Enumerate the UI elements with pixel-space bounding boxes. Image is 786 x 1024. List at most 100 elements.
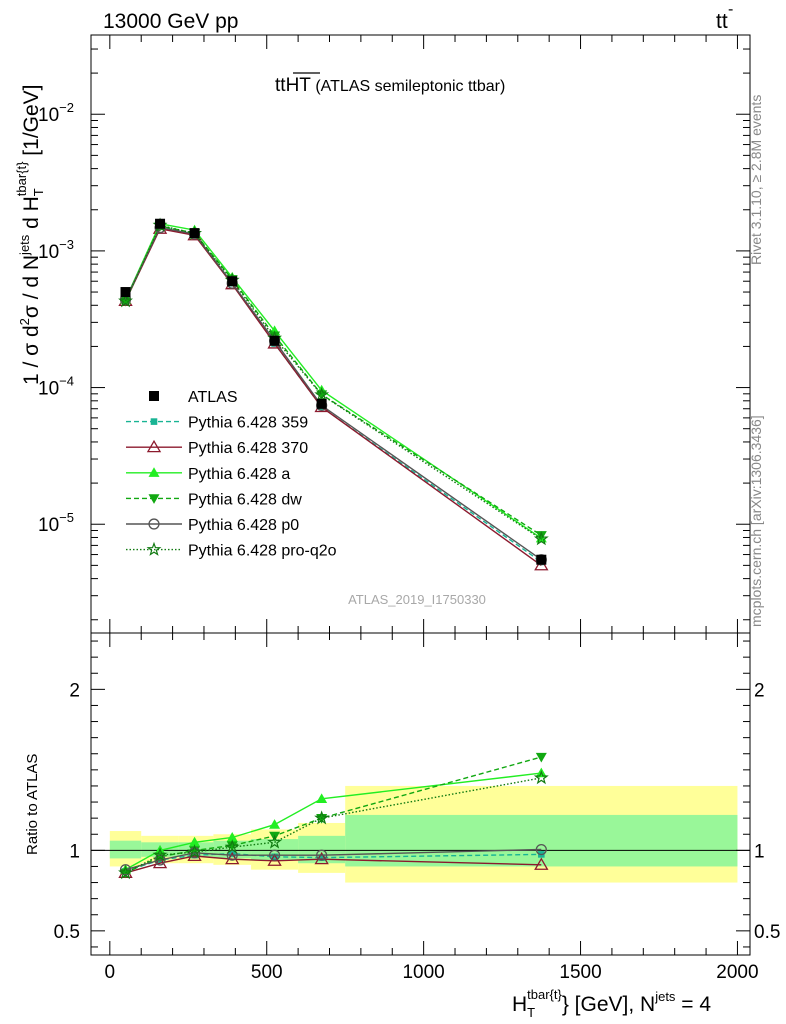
ratio-plot-frame [90,632,751,956]
tick-base: 10 [38,379,59,400]
ratio-y-tick-label: 2 [69,680,80,701]
x-tick-label: 0 [105,962,116,983]
legend-label: Pythia 6.428 p0 [188,517,299,534]
xlabel-a-sub: T [527,1005,535,1020]
ratio-series-point [267,853,282,866]
ylabel-a-sup: 2 [17,318,32,325]
tick-base: 10 [38,242,59,263]
legend-label: ATLAS [188,389,238,406]
main-y-tick-label: 10−5 [38,510,74,536]
ylabel-d: [1/GeV] [20,84,43,161]
x-tick-label: 2000 [716,962,758,983]
ratio-series-point [533,770,549,785]
legend-label: Pythia 6.428 pro-q2o [188,543,337,560]
legend-label: Pythia 6.428 a [188,466,290,483]
main-series [118,217,549,571]
ratio-y-tick-label-right: 2 [754,680,765,701]
ratio-series-point [187,844,203,859]
tick-base: 10 [38,105,59,126]
ratio-series-point [271,853,278,861]
xlabel-a-sup: tbar{t} [527,987,562,1002]
legend-marker [148,518,160,530]
main-y-axis-label: 1 / σ d2σ / d Njets d HTtbar{t} [1/GeV] [14,84,46,385]
legend-marker [150,418,158,425]
ratio-series [118,752,549,880]
ratio-series-point [224,839,240,854]
atlas-data-point [120,287,131,298]
header-right: tt [716,10,728,33]
ratio-series-point [188,847,201,859]
x-tick-label: 1000 [402,962,444,983]
legend-marker [148,467,160,477]
ratio-series-point [226,841,238,852]
ratio-series-point [316,849,328,861]
tick-base: 10 [38,515,59,536]
legend-marker-atlas [149,391,159,401]
ratio-series-point [189,836,201,847]
ylabel-b: σ / d N [20,255,43,318]
ylabel-b-sup: jets [17,234,32,256]
rivet-version-text: Rivet 3.1.10, ≥ 2.8M events [748,95,764,265]
plot-title: ttHT (ATLAS semileptonic ttbar) [275,75,505,96]
analysis-watermark: ATLAS_2019_I1750330 [348,592,486,607]
atlas-data-point [316,398,327,409]
main-y-tick-label: 10−2 [38,100,74,126]
tick-exponent: −4 [59,374,74,389]
ratio-series-point [535,752,547,763]
main-series-line [124,225,542,536]
ratio-series-point [314,810,330,825]
header-left: 13000 GeV pp [103,10,238,33]
ylabel-c-sub: T [31,188,46,196]
legend: ATLAS Pythia 6.428 359 Pythia 6.428 370 Pyt… [126,389,337,560]
atlas-data-point [227,276,238,287]
xlabel-a: H [512,993,527,1016]
main-y-tick-labels: 10−510−410−310−2 [38,100,74,536]
title-main: tt [275,75,286,96]
xlabel-b: } [GeV], N [562,993,655,1016]
main-series-point [535,531,547,541]
ratio-band-green [109,840,142,859]
main-y-tick-label: 10−4 [38,374,74,400]
ratio-series-point [318,854,325,861]
ylabel-a: 1 / σ d [20,325,43,385]
atlas-data-point [269,335,280,346]
ratio-series-line [125,848,542,871]
ratio-series-point [152,855,168,869]
title-overline: HT [286,75,312,96]
ratio-series-line [125,855,542,874]
legend-label: Pythia 6.428 370 [188,440,308,457]
tick-exponent: −5 [59,510,74,525]
ratio-y-tick-label-right: 1 [754,841,765,862]
x-tick-label: 500 [251,962,283,983]
ratio-y-tick-labels: 0.5 0.5 1 1 2 2 [54,680,781,943]
atlas-data-point [155,218,166,229]
ylabel-c-sup: tbar{t} [14,161,29,196]
main-ticks [91,35,750,633]
xlabel-b-sup: jets [654,989,676,1004]
mcplots-text: mcplots.cern.ch [arXiv:1306.3436] [748,415,764,627]
ratio-bands [91,785,750,883]
main-y-tick-label: 10−3 [38,237,74,263]
ratio-series-point [268,849,281,861]
x-tick-labels: 0 500 1000 1500 2000 [105,962,759,983]
main-series-point [533,531,549,546]
tick-exponent: −2 [59,100,74,115]
ratio-series-line [125,777,542,874]
main-series-point [118,293,133,308]
ratio-series-point [269,819,281,829]
legend-label: Pythia 6.428 359 [188,415,308,432]
ratio-series-point [316,793,328,803]
atlas-data-point [189,228,200,239]
ratio-series-point [267,834,283,849]
ratio-series-point [535,843,547,856]
xlabel-c: = 4 [675,993,711,1016]
ratio-series-point [118,865,133,880]
header-right-bar: - [728,1,733,18]
ratio-series-point [534,857,549,870]
ratio-series-point [152,847,168,862]
ratio-series-point [119,864,132,876]
legend-label: Pythia 6.428 dw [188,491,302,508]
atlas-data-point [536,554,547,565]
legend-marker [146,541,162,556]
